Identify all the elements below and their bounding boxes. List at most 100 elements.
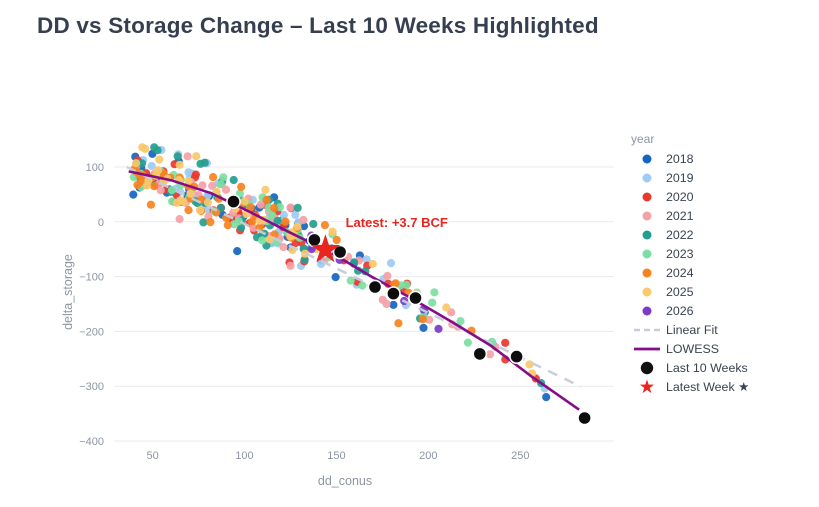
scatter-point xyxy=(332,235,341,245)
legend-marker-2021 xyxy=(632,208,660,224)
legend-marker-dot xyxy=(632,360,660,376)
legend-item-2025[interactable]: 2025 xyxy=(626,282,811,301)
trend-lines xyxy=(126,165,582,411)
legend-item-2026[interactable]: 2026 xyxy=(626,301,811,320)
scatter-point xyxy=(320,221,329,230)
last10-week-point xyxy=(306,232,322,248)
legend-label: 2021 xyxy=(666,208,694,223)
legend-item-2023[interactable]: 2023 xyxy=(626,244,811,263)
last10-week-point xyxy=(472,346,488,362)
scatter-point xyxy=(235,189,244,198)
scatter-point xyxy=(419,323,428,332)
scatter-points xyxy=(129,143,551,402)
scatter-point xyxy=(299,215,308,225)
legend-label: 2018 xyxy=(666,151,694,166)
scatter-point xyxy=(132,159,141,168)
scatter-point xyxy=(206,218,215,227)
legend-marker-2026 xyxy=(632,303,660,319)
scatter-point xyxy=(293,203,302,212)
scatter-point xyxy=(262,195,271,204)
scatter-point xyxy=(156,186,165,195)
legend-marker-line xyxy=(632,341,660,357)
legend-item-2019[interactable]: 2019 xyxy=(626,168,811,187)
scatter-point xyxy=(246,203,255,212)
legend-item-2018[interactable]: 2018 xyxy=(626,149,811,168)
x-axis-title: dd_conus xyxy=(318,474,372,488)
y-tick-label: −200 xyxy=(79,326,104,338)
scatter-point xyxy=(331,273,340,282)
scatter-point xyxy=(229,175,238,185)
scatter-point xyxy=(463,338,472,347)
chart-title: DD vs Storage Change – Last 10 Weeks Hig… xyxy=(37,13,599,38)
scatter-point xyxy=(191,170,200,179)
y-tick-label: −100 xyxy=(79,272,104,284)
y-tick-label: −400 xyxy=(79,436,104,448)
scatter-point xyxy=(129,190,138,199)
legend-item-2022[interactable]: 2022 xyxy=(626,225,811,244)
scatter-point xyxy=(525,360,534,369)
legend-item-dash[interactable]: Linear Fit xyxy=(626,320,811,339)
x-tick-label: 200 xyxy=(419,450,437,462)
scatter-point xyxy=(293,222,302,231)
scatter-point xyxy=(402,280,411,289)
scatter-point xyxy=(270,204,279,213)
legend-marker-2025 xyxy=(632,284,660,300)
scatter-point xyxy=(248,217,257,226)
scatter-point xyxy=(142,181,152,190)
scatter-point xyxy=(249,223,258,232)
legend-marker-2022 xyxy=(632,227,660,243)
scatter-point xyxy=(183,152,192,161)
legend-label: Latest Week ★ xyxy=(666,380,750,394)
legend-item-star[interactable]: Latest Week ★ xyxy=(626,377,811,396)
legend-item-2021[interactable]: 2021 xyxy=(626,206,811,225)
x-tick-label: 250 xyxy=(511,450,529,462)
legend-marker-2024 xyxy=(632,265,660,281)
scatter-point xyxy=(173,152,182,161)
scatter-point xyxy=(175,215,184,224)
scatter-point xyxy=(362,255,371,264)
gridlines xyxy=(114,166,614,442)
scatter-point xyxy=(430,288,439,297)
legend-label: 2022 xyxy=(666,227,694,242)
scatter-point xyxy=(196,159,205,168)
legend-marker-star xyxy=(632,379,660,395)
scatter-point xyxy=(216,180,225,189)
scatter-point xyxy=(368,259,377,269)
scatter-point xyxy=(268,210,277,219)
y-tick-labels: 100 0 −100 −200 −300 −400 xyxy=(79,162,104,448)
x-tick-label: 150 xyxy=(327,450,345,462)
scatter-point xyxy=(209,173,218,182)
scatter-point xyxy=(196,206,205,215)
legend-item-line[interactable]: LOWESS xyxy=(626,339,811,358)
scatter-point xyxy=(309,219,318,229)
scatter-point xyxy=(281,217,290,226)
legend-item-2024[interactable]: 2024 xyxy=(626,263,811,282)
legend-label: LOWESS xyxy=(666,341,720,356)
scatter-point xyxy=(456,317,465,326)
legend-marker-dash xyxy=(632,322,660,338)
legend-item-2020[interactable]: 2020 xyxy=(626,187,811,206)
legend-marker-2019 xyxy=(632,170,660,186)
legend-label: 2020 xyxy=(666,189,694,204)
scatter-point xyxy=(173,198,182,207)
scatter-point xyxy=(265,235,274,244)
scatter-point xyxy=(389,300,398,309)
legend-items: 2018 2019 2020 2021 2022 2023 2024 2025 2026 Line… xyxy=(626,149,811,396)
scatter-point xyxy=(391,279,400,288)
scatter-point xyxy=(240,197,249,206)
scatter-point xyxy=(286,203,295,212)
scatter-point xyxy=(138,143,147,152)
scatter-point xyxy=(233,247,242,256)
scatter-point xyxy=(167,186,177,195)
scatter-point xyxy=(186,189,195,198)
legend-title: year xyxy=(631,132,655,146)
y-axis-title: delta_storage xyxy=(61,254,75,330)
legend-label: 2019 xyxy=(666,170,694,185)
scatter-point xyxy=(273,216,282,225)
scatter-point xyxy=(192,152,201,161)
scatter-point xyxy=(442,303,451,312)
last10-week-point xyxy=(385,286,401,301)
legend-item-dot[interactable]: Last 10 Weeks xyxy=(626,358,811,377)
